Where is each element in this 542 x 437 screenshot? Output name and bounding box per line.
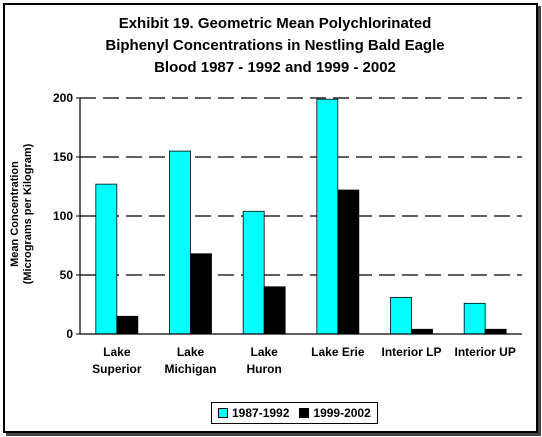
bar-1987-1992 bbox=[463, 302, 486, 335]
x-tick-label: Michigan bbox=[164, 362, 216, 376]
bar-1987-1992 bbox=[390, 297, 412, 335]
legend-item-1999-2002: 1999-2002 bbox=[299, 406, 371, 420]
y-tick-label: 200 bbox=[53, 91, 73, 105]
chart-title-line-1: Exhibit 19. Geometric Mean Polychlorinat… bbox=[118, 15, 432, 32]
bar-1987-1992 bbox=[316, 98, 339, 335]
y-tick-label: 100 bbox=[53, 209, 73, 223]
legend-item-1987-1992: 1987-1992 bbox=[218, 406, 289, 420]
bar-1999-2002 bbox=[116, 315, 139, 335]
x-tick-label: Lake bbox=[250, 345, 278, 359]
bar-1999-2002 bbox=[190, 253, 212, 335]
chart-title: Exhibit 19. Geometric Mean Polychlorinat… bbox=[40, 13, 510, 79]
bar-1987-1992 bbox=[242, 210, 265, 335]
bar-1999-2002 bbox=[411, 328, 433, 335]
x-tick-label: Interior LP bbox=[381, 345, 441, 359]
y-axis-title-line: Mean Concentration bbox=[9, 161, 21, 267]
x-tick-label: Lake Erie bbox=[311, 345, 365, 359]
y-tick-label: 50 bbox=[60, 268, 74, 282]
chart-title-line-2: Biphenyl Concentrations in Nestling Bald… bbox=[105, 37, 445, 54]
legend-swatch-black bbox=[299, 408, 310, 418]
chart-title-line-3: Blood 1987 - 1992 and 1999 - 2002 bbox=[154, 59, 396, 76]
bar-1999-2002 bbox=[263, 286, 286, 335]
legend-label: 1987-1992 bbox=[232, 406, 290, 420]
bar-1999-2002 bbox=[484, 328, 507, 335]
legend-swatch-cyan bbox=[218, 408, 228, 418]
y-axis-title-line: (Micrograms per Kilogram) bbox=[22, 143, 34, 284]
x-tick-label: Huron bbox=[247, 362, 282, 376]
y-tick-label: 150 bbox=[53, 150, 73, 164]
legend-label: 1999-2002 bbox=[313, 406, 371, 420]
x-tick-label: Lake bbox=[177, 345, 205, 359]
bar-1999-2002 bbox=[337, 189, 360, 335]
bar-1987-1992 bbox=[95, 183, 118, 335]
y-tick-label: 0 bbox=[66, 327, 73, 341]
bar-1987-1992 bbox=[169, 150, 191, 335]
x-tick-label: Superior bbox=[92, 362, 142, 376]
x-tick-label: Lake bbox=[103, 345, 131, 359]
x-tick-label: Interior UP bbox=[454, 345, 515, 359]
legend: 1987-1992 1999-2002 bbox=[211, 402, 378, 424]
chart-frame bbox=[3, 3, 538, 433]
